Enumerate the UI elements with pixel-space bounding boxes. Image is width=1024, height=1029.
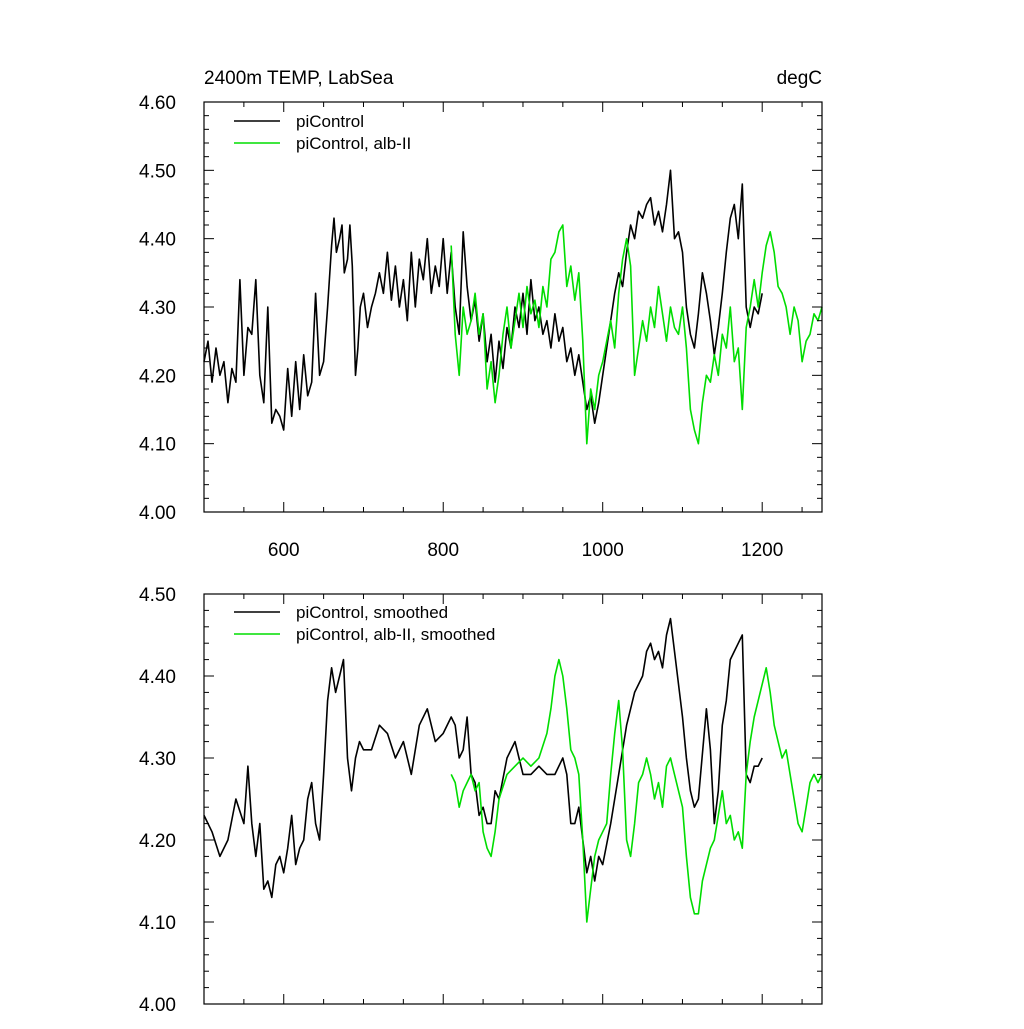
y-tick-label: 4.00	[139, 995, 176, 1016]
legend-label-picontrol-alb-ii-smoothed: piControl, alb-II, smoothed	[296, 625, 495, 644]
series-line-0-0	[203, 169, 763, 431]
x-tick-label: 600	[268, 540, 300, 561]
top-data-layer	[203, 169, 823, 445]
y-tick-label: 4.20	[139, 831, 176, 852]
units-label: degC	[777, 68, 822, 89]
legend-label-picontrol-smoothed: piControl, smoothed	[296, 603, 448, 622]
y-tick-label: 4.50	[139, 585, 176, 606]
y-tick-label: 4.00	[139, 503, 176, 524]
bottom-axes: 4.00 4.10 4.20 4.30 4.40 4.50	[139, 585, 823, 1016]
series-line-1-1	[450, 658, 823, 923]
plot-frame	[203, 593, 823, 1005]
x-tick-label: 1000	[582, 540, 624, 561]
y-tick-label: 4.20	[139, 366, 176, 387]
y-tick-label: 4.40	[139, 230, 176, 251]
bottom-data-layer	[203, 617, 823, 923]
series-line-1-0	[203, 617, 763, 899]
y-tick-label: 4.30	[139, 749, 176, 770]
y-tick-label: 4.10	[139, 913, 176, 934]
series-line-0-1	[450, 224, 823, 445]
top-legend: piControl piControl, alb-II	[234, 112, 411, 153]
x-tick-label: 800	[427, 540, 459, 561]
y-tick-label: 4.50	[139, 161, 176, 182]
top-panel: 2400m TEMP, LabSea degC 600 800 1000 1200 4.…	[139, 68, 823, 561]
legend-label-picontrol-alb-ii: piControl, alb-II	[296, 134, 411, 153]
y-tick-label: 4.30	[139, 298, 176, 319]
legend-label-picontrol: piControl	[296, 112, 364, 131]
y-tick-label: 4.60	[139, 93, 176, 114]
plot-frame	[203, 101, 823, 513]
x-tick-label: 1200	[741, 540, 783, 561]
y-tick-label: 4.40	[139, 667, 176, 688]
y-tick-label: 4.10	[139, 435, 176, 456]
bottom-panel: 4.00 4.10 4.20 4.30 4.40 4.50 piControl, smoo…	[139, 585, 823, 1016]
bottom-legend: piControl, smoothed piControl, alb-II, s…	[234, 603, 495, 644]
panel-title: 2400m TEMP, LabSea	[204, 68, 394, 89]
top-axes: 600 800 1000 1200 4.00 4.10 4.20 4.30 4.40 4.50 4.…	[139, 93, 823, 561]
